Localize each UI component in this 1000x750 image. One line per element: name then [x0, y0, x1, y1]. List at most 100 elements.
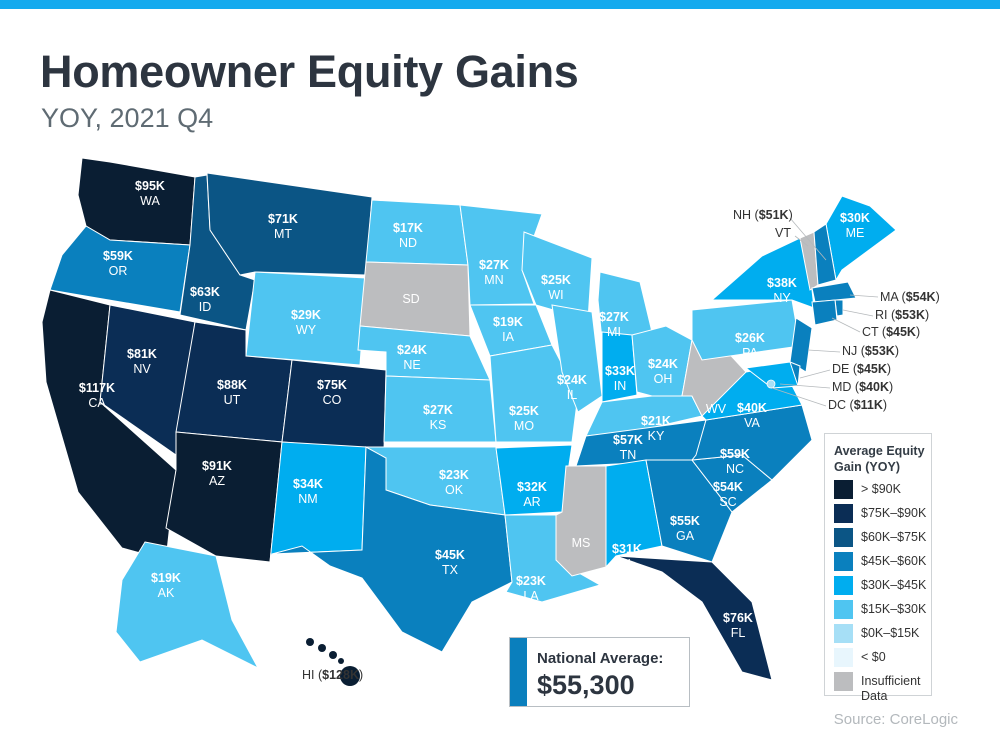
state-label-wa: $95K WA: [135, 179, 165, 208]
state-label-id: $63K ID: [190, 285, 220, 314]
legend-item: $15K–$30K: [834, 600, 931, 619]
legend-label: $45K–$60K: [861, 554, 927, 568]
state-nh: [813, 223, 837, 286]
state-nm: [269, 441, 367, 563]
legend-label: $60K–$75K: [861, 530, 927, 544]
state-label-sd: SD: [402, 292, 419, 306]
legend-swatch: [834, 648, 853, 667]
state-hi: [329, 651, 337, 659]
state-label-ny: $38K NY: [767, 276, 797, 305]
state-label-nd: $17K ND: [393, 221, 423, 250]
callout-hi: HI ($128K): [302, 668, 363, 682]
callout-leader-line: [807, 349, 841, 353]
state-label-va: $40K VA: [737, 401, 767, 430]
state-label-tx: $45K TX: [435, 548, 465, 577]
state-hi: [338, 658, 344, 664]
state-hi: [318, 644, 326, 652]
legend-swatch: [834, 552, 853, 571]
state-in: [601, 331, 638, 403]
callout-ma: MA ($54K): [880, 290, 940, 304]
legend-item: $30K–$45K: [834, 576, 931, 595]
legend-item: $60K–$75K: [834, 528, 931, 547]
state-label-az: $91K AZ: [202, 459, 232, 488]
state-ga: [645, 459, 733, 563]
state-label-me: $30K ME: [840, 211, 870, 240]
state-az: [165, 431, 283, 563]
legend-swatch: [834, 672, 853, 691]
state-label-ak: $19K AK: [151, 571, 181, 600]
legend-label: $75K–$90K: [861, 506, 927, 520]
callout-nj: NJ ($53K): [842, 344, 899, 358]
top-accent-bar: [0, 0, 1000, 9]
page-title: Homeowner Equity Gains: [40, 46, 579, 97]
state-tx: [271, 446, 513, 653]
national-average-accent: [510, 638, 527, 706]
callout-leader-line: [779, 383, 831, 389]
callout-leader-line: [842, 309, 874, 317]
state-fl: [615, 555, 773, 681]
state-wy: [245, 271, 367, 366]
legend: Average Equity Gain (YOY) > $90K $75K–$90…: [824, 433, 932, 703]
national-average-box: National Average: $55,300: [509, 637, 690, 707]
callout-leader-line: [794, 235, 809, 247]
state-label-ca: $117K CA: [79, 381, 115, 410]
callout-vt: VT: [775, 226, 791, 240]
callout-de: DE ($45K): [832, 362, 891, 376]
national-average-label: National Average:: [537, 650, 664, 667]
legend-swatch: [834, 624, 853, 643]
legend-label: > $90K: [861, 482, 901, 496]
state-md: [744, 361, 799, 389]
state-label-nm: $34K NM: [293, 477, 323, 506]
state-label-mo: $25K MO: [509, 404, 539, 433]
state-label-ne: $24K NE: [397, 343, 427, 372]
state-label-ia: $19K IA: [493, 315, 523, 344]
state-label-wv: WV: [706, 402, 727, 416]
callout-md: MD ($40K): [832, 380, 893, 394]
state-label-ok: $23K OK: [439, 468, 469, 497]
state-label-la: $23K LA: [516, 574, 546, 603]
state-mn: [459, 204, 543, 306]
state-label-or: $59K OR: [103, 249, 133, 278]
callout-nh: NH ($51K): [733, 208, 793, 222]
state-label-ms: MS: [572, 536, 591, 550]
state-mo: [489, 344, 579, 443]
state-label-ga: $55K GA: [670, 514, 700, 543]
callout-ct: CT ($45K): [862, 325, 920, 339]
state-label-in: $33K IN: [605, 364, 635, 393]
legend-swatch: [834, 576, 853, 595]
legend-label: < $0: [861, 650, 886, 664]
page-subtitle: YOY, 2021 Q4: [41, 103, 214, 133]
legend-item: < $0: [834, 648, 931, 667]
callout-leader-line: [789, 217, 827, 261]
state-label-ks: $27K KS: [423, 403, 453, 432]
legend-item: Insufficient Data: [834, 672, 931, 704]
state-ny: [710, 237, 815, 309]
callout-leader-line: [771, 387, 827, 407]
legend-label: Insufficient Data: [861, 674, 921, 703]
state-hi: [306, 638, 314, 646]
state-ma: [811, 281, 857, 303]
state-nc: [690, 404, 813, 481]
legend-swatch: [834, 600, 853, 619]
legend-label: $0K–$15K: [861, 626, 920, 640]
state-label-ut: $88K UT: [217, 378, 247, 407]
callout-leader-line: [831, 317, 861, 333]
state-label-al: $31K AL: [612, 542, 642, 571]
state-label-oh: $24K OH: [648, 357, 678, 386]
legend-title: Average Equity Gain (YOY): [834, 444, 925, 474]
state-label-tn: $57K TN: [613, 433, 643, 462]
callout-leader-line: [849, 294, 879, 298]
state-label-mi: $27K MI: [599, 310, 629, 339]
state-label-wy: $29K WY: [291, 308, 321, 337]
state-label-mn: $27K MN: [479, 258, 509, 287]
state-label-il: $24K IL: [557, 373, 587, 402]
legend-label: $30K–$45K: [861, 578, 927, 592]
state-pa: [691, 299, 801, 361]
national-average-value: $55,300: [537, 670, 635, 700]
source-note: Source: CoreLogic: [833, 711, 958, 728]
state-ct: [811, 299, 838, 326]
state-label-pa: $26K PA: [735, 331, 765, 360]
legend-swatch: [834, 528, 853, 547]
legend-label: $15K–$30K: [861, 602, 927, 616]
